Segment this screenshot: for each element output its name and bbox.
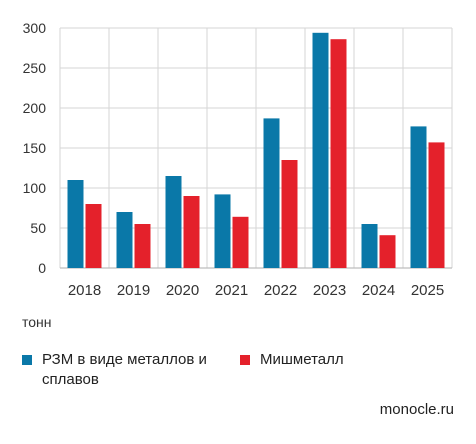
y-axis-unit-label: тонн (22, 314, 52, 330)
x-tick-label: 2020 (166, 282, 199, 299)
x-tick-label: 2019 (117, 282, 150, 299)
y-tick-label: 200 (23, 100, 47, 116)
legend-item-rzm: РЗМ в виде металлов и сплавов (22, 350, 222, 390)
bar-rzm-2022 (263, 118, 280, 269)
bar-mischmetal-2025 (428, 142, 445, 268)
x-tick-label: 2025 (411, 282, 444, 299)
grid-layer (59, 27, 453, 269)
bar-rzm-2018 (67, 180, 84, 268)
y-tick-label: 100 (23, 180, 47, 196)
legend-item-mischmetal: Мишметалл (240, 350, 440, 370)
legend-label-mischmetal: Мишметалл (260, 351, 344, 368)
x-tick-label: 2021 (215, 282, 248, 299)
y-tick-label: 250 (23, 60, 47, 76)
x-tick-label: 2024 (362, 282, 395, 299)
legend-label-rzm: РЗМ в виде металлов и сплавов (42, 351, 207, 388)
y-tick-label: 50 (30, 220, 46, 236)
bars (67, 32, 445, 269)
bar-rzm-2023 (312, 32, 329, 268)
bar-rzm-2020 (165, 176, 182, 268)
bar-rzm-2019 (116, 212, 133, 268)
bar-mischmetal-2020 (183, 196, 200, 268)
y-tick-label: 150 (23, 140, 47, 156)
bar-mischmetal-2018 (85, 204, 102, 268)
x-tick-labels: 2018 2019 2020 2021 2022 2023 2024 2025 (68, 282, 444, 299)
x-tick-label: 2018 (68, 282, 101, 299)
bar-rzm-2024 (361, 224, 378, 268)
bar-mischmetal-2024 (379, 235, 396, 268)
y-tick-label: 0 (38, 260, 46, 276)
x-tick-label: 2022 (264, 282, 297, 299)
legend-swatch-red (240, 355, 250, 365)
y-tick-label: 300 (23, 20, 47, 36)
bar-mischmetal-2023 (330, 39, 347, 269)
legend-swatch-blue (22, 355, 32, 365)
bar-mischmetal-2019 (134, 224, 151, 268)
source-credit: monocle.ru (379, 401, 454, 418)
bar-mischmetal-2021 (232, 216, 249, 268)
y-tick-labels: 0 50 100 150 200 250 300 (23, 20, 47, 276)
x-tick-label: 2023 (313, 282, 346, 299)
bar-rzm-2021 (214, 194, 231, 268)
bar-mischmetal-2022 (281, 160, 298, 268)
bar-rzm-2025 (410, 126, 427, 269)
